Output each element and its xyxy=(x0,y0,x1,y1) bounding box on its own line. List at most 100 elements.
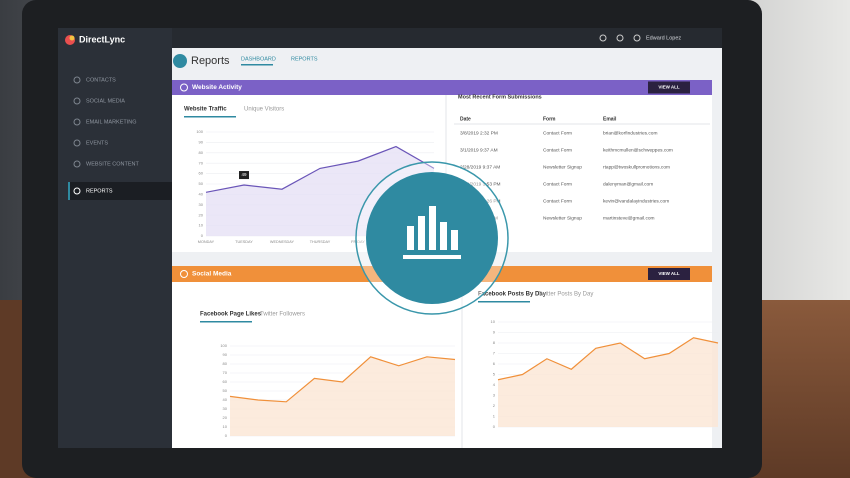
card-icon xyxy=(180,83,188,92)
table-cell: dalenyman@gmail.com xyxy=(603,181,653,187)
y-tick-label: 60 xyxy=(199,171,204,176)
y-tick-label: 80 xyxy=(199,150,204,155)
page-title: Reports xyxy=(191,55,230,67)
nav-item[interactable]: EVENTS xyxy=(86,140,108,146)
overlay-badge xyxy=(355,161,509,315)
line xyxy=(497,337,719,381)
y-tick-label: 10 xyxy=(491,319,496,324)
table-cell: martinsteve@gmail.com xyxy=(603,215,655,221)
table-cell: Contact Form xyxy=(543,198,572,204)
view-all-button[interactable] xyxy=(648,268,690,280)
x-tick-label: TUESDAY xyxy=(235,240,253,244)
brand: DirectLync xyxy=(79,34,125,44)
chart-tab[interactable]: Facebook Page Likes xyxy=(200,312,262,318)
nav-active xyxy=(68,182,172,200)
table-cell: keithmcmullen@schweppes.com xyxy=(603,147,673,153)
y-tick-label: 0 xyxy=(225,433,228,438)
x-tick-label: MONDAY xyxy=(198,240,215,244)
chart-tab[interactable]: Twitter Posts By Day xyxy=(538,292,593,298)
nav-icon xyxy=(73,160,81,168)
line xyxy=(205,145,435,193)
y-tick-label: 6 xyxy=(493,361,496,366)
card-title: Website Activity xyxy=(192,84,242,91)
y-tick-label: 20 xyxy=(223,415,228,420)
sidebar xyxy=(58,28,172,448)
table-cell: 2/28/2019 9:37 AM xyxy=(460,164,500,170)
table-cell: 3/1/2019 9:37 AM xyxy=(460,147,498,153)
line xyxy=(229,356,456,403)
table-header: Form xyxy=(543,116,556,122)
table-cell: Contact Form xyxy=(543,147,572,153)
y-tick-label: 90 xyxy=(223,352,228,357)
y-tick-label: 4 xyxy=(493,382,496,387)
y-tick-label: 100 xyxy=(196,129,203,134)
y-tick-label: 60 xyxy=(223,379,228,384)
card-title: Social Media xyxy=(192,271,232,278)
y-tick-label: 3 xyxy=(493,393,496,398)
table-cell: rtapp@twoskullpromotions.com xyxy=(603,164,670,170)
y-tick-label: 2 xyxy=(493,403,496,408)
table-cell: 2/19/2019 3:53 PM xyxy=(460,181,501,187)
badge-icon xyxy=(429,206,436,250)
icon xyxy=(616,34,624,42)
y-tick-label: 0 xyxy=(201,233,204,238)
y-tick-label: 0 xyxy=(493,424,496,429)
x-tick-label: THURSDAY xyxy=(310,240,331,244)
nav-item[interactable]: WEBSITE CONTENT xyxy=(86,161,140,167)
y-tick-label: 100 xyxy=(220,343,227,348)
y-tick-label: 50 xyxy=(223,388,228,393)
badge-icon xyxy=(440,222,447,250)
y-tick-label: 5 xyxy=(493,372,496,377)
logo xyxy=(69,35,75,41)
chart-tab[interactable]: Facebook Posts By Day xyxy=(478,292,547,298)
view-all-button[interactable] xyxy=(648,81,690,94)
y-tick-label: 8 xyxy=(493,340,496,345)
y-tick-label: 80 xyxy=(223,361,228,366)
top-bar xyxy=(58,28,722,48)
nav-icon xyxy=(73,139,81,147)
tab-underline xyxy=(184,116,236,118)
card-icon xyxy=(180,270,188,278)
y-tick-label: 40 xyxy=(199,191,204,196)
tab-underline xyxy=(478,301,530,303)
badge-icon xyxy=(403,255,461,259)
table-title: Most Recent Form Submissions xyxy=(458,94,542,100)
table-header: Email xyxy=(603,116,617,122)
nav-item[interactable]: SOCIAL MEDIA xyxy=(86,98,125,104)
table-cell: 3/8/2019 2:32 PM xyxy=(460,130,498,136)
nav-icon xyxy=(73,118,81,126)
table-cell: kevin@vandalayindustries.com xyxy=(603,198,669,204)
badge-icon xyxy=(407,226,414,250)
nav-marker xyxy=(68,182,70,200)
table-cell: Contact Form xyxy=(543,130,572,136)
nav-item[interactable]: CONTACTS xyxy=(86,77,116,83)
y-tick-label: 7 xyxy=(493,351,496,356)
chart-tab[interactable]: Website Traffic xyxy=(184,107,227,113)
y-tick-label: 10 xyxy=(199,223,204,228)
view-all-label[interactable]: VIEW ALL xyxy=(658,85,680,90)
table-cell: Newsletter Signup xyxy=(543,215,582,221)
user-name[interactable]: Edward Lopez xyxy=(646,35,681,41)
y-tick-label: 20 xyxy=(199,212,204,217)
badge-icon xyxy=(418,216,425,250)
chart-tab[interactable]: Twitter Followers xyxy=(260,312,305,318)
view-all-label[interactable]: VIEW ALL xyxy=(658,271,680,276)
website-activity-header xyxy=(172,80,712,95)
chart-tab[interactable]: Unique Visitors xyxy=(244,107,284,113)
y-tick-label: 10 xyxy=(223,424,228,429)
nav-icon xyxy=(73,187,81,195)
tab-underline xyxy=(241,64,273,66)
y-tick-label: 90 xyxy=(199,139,204,144)
icon xyxy=(633,34,641,42)
nav-item[interactable]: REPORTS xyxy=(86,188,113,194)
header-tab[interactable]: REPORTS xyxy=(291,56,318,62)
table-header: Date xyxy=(460,116,471,122)
nav-item[interactable]: EMAIL MARKETING xyxy=(86,119,137,125)
tab-underline xyxy=(200,321,252,323)
tooltip-value: 49 xyxy=(241,172,247,177)
y-tick-label: 1 xyxy=(493,414,496,419)
y-tick-label: 40 xyxy=(223,397,228,402)
tooltip xyxy=(239,171,249,180)
header-tab[interactable]: DASHBOARD xyxy=(241,56,276,62)
